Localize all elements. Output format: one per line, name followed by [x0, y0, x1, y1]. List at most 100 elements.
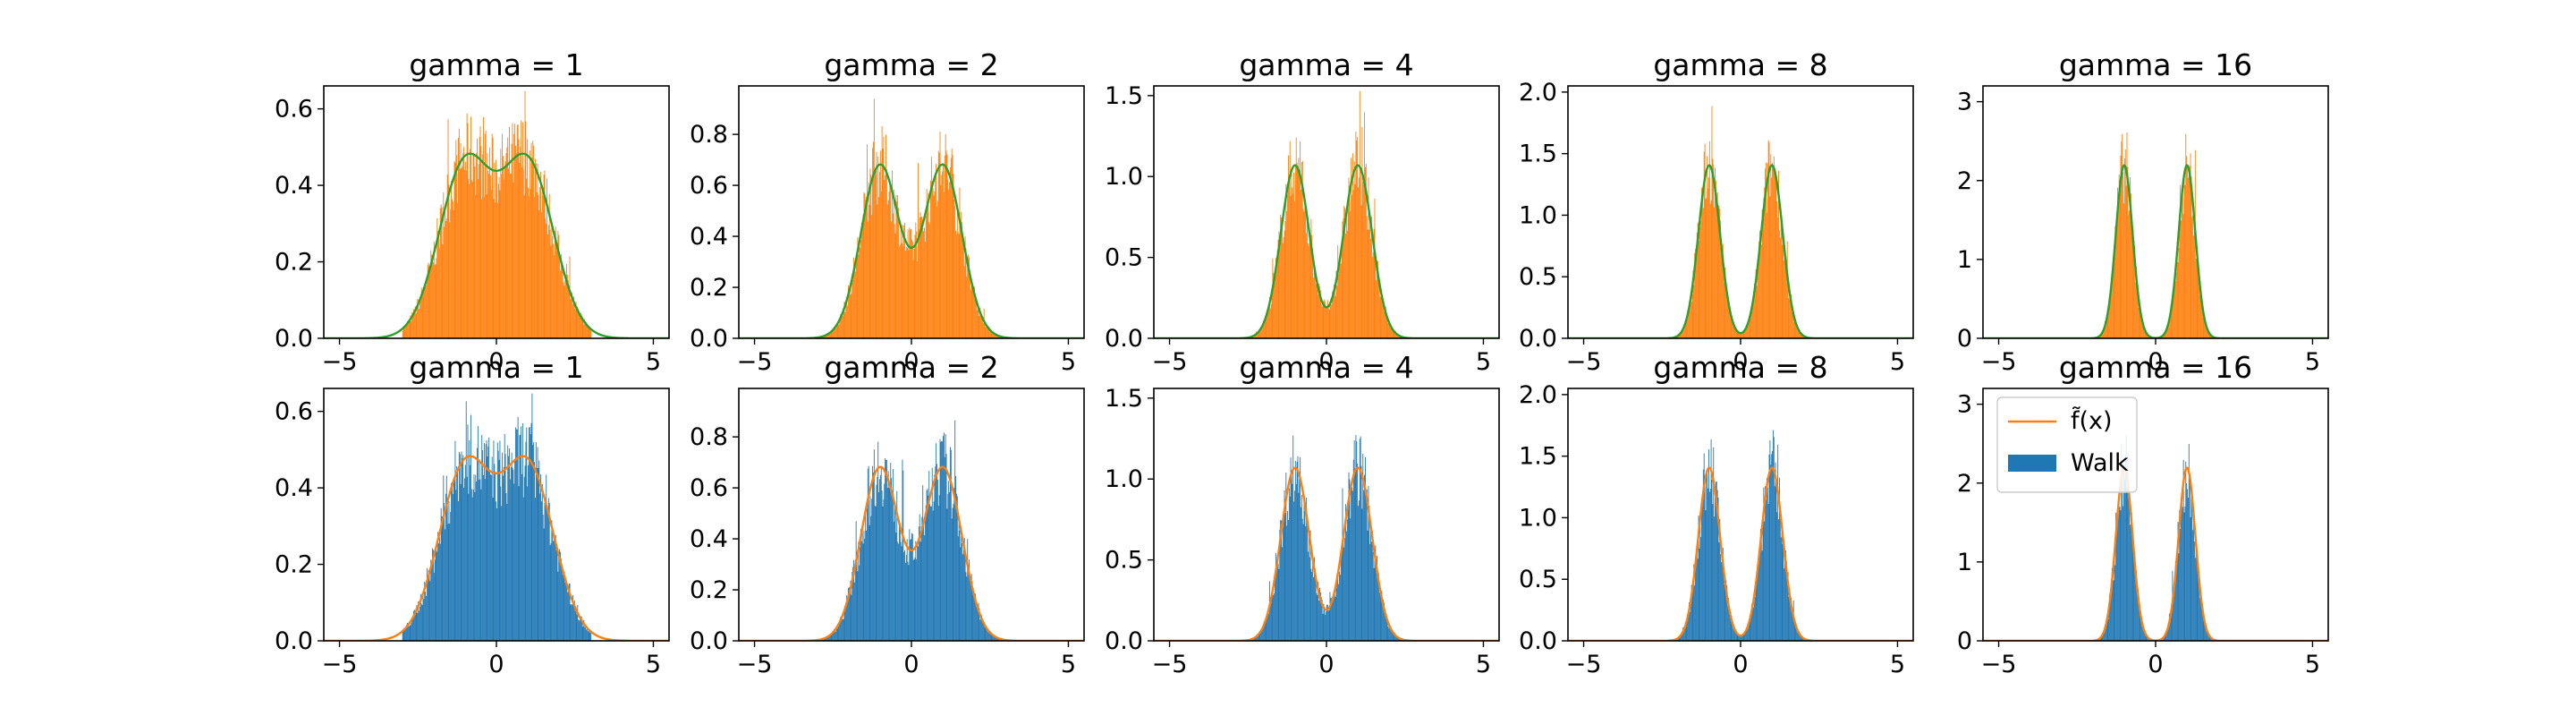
histogram-bar — [2199, 598, 2201, 641]
histogram-bar — [1398, 638, 1400, 641]
histogram-bar — [873, 98, 875, 338]
histogram-bar — [1791, 294, 1792, 338]
histogram-bar — [1385, 306, 1386, 338]
histogram-bar — [1729, 306, 1731, 338]
histogram-bar — [497, 450, 499, 641]
histogram-bar — [981, 314, 982, 338]
histogram-bar — [415, 313, 417, 338]
histogram-bar — [2174, 281, 2176, 338]
histogram-bar — [887, 471, 889, 641]
x-tick-label: 0 — [2148, 348, 2163, 376]
histogram-bar — [580, 312, 581, 338]
histogram-bar — [2168, 624, 2169, 641]
histogram-bar — [1382, 294, 1384, 338]
histogram-bar — [1330, 598, 1332, 641]
histogram-bar — [445, 220, 446, 338]
histogram-bar — [1340, 550, 1342, 641]
histogram-bar — [867, 221, 869, 338]
y-tick-label: 0.6 — [690, 172, 728, 200]
histogram-bar — [1764, 187, 1766, 338]
histogram-bar — [954, 420, 956, 641]
histogram-bar — [577, 306, 579, 338]
y-tick-label: 0.4 — [690, 223, 728, 251]
histogram-bar — [1354, 468, 1356, 641]
histogram-bar — [436, 551, 438, 641]
histogram-bar — [849, 591, 851, 641]
histogram-bar — [1397, 637, 1399, 641]
histogram-bar — [1739, 332, 1741, 338]
histogram-bar — [2132, 229, 2134, 338]
histogram-bar — [1742, 332, 1744, 338]
histogram-bar — [2129, 210, 2131, 338]
histogram-bar — [1757, 572, 1758, 641]
x-tick-label: 5 — [1890, 651, 1905, 678]
histogram-bar — [967, 256, 969, 338]
histogram-bar — [2117, 508, 2118, 641]
histogram-bar — [587, 631, 589, 641]
histogram-bar — [1353, 161, 1355, 338]
histogram-bar — [861, 524, 863, 641]
y-tick-label: 1.5 — [1105, 82, 1143, 110]
histogram-bar — [1380, 292, 1382, 338]
histogram-bar — [1270, 603, 1272, 641]
histogram-bar — [1262, 626, 1264, 641]
histogram-bar — [1364, 456, 1366, 641]
histogram-bar — [987, 327, 988, 338]
histogram-bar — [1372, 551, 1374, 641]
histogram-bar — [414, 613, 416, 641]
histogram-bar — [990, 330, 992, 338]
y-tick-label: 0.5 — [1519, 566, 1557, 593]
histogram-bar — [539, 493, 541, 641]
histogram-bar — [1339, 575, 1341, 641]
histogram-bar — [541, 501, 542, 641]
histogram-bar — [904, 550, 905, 641]
histogram-bar — [1313, 277, 1314, 338]
histogram-bar — [1360, 465, 1362, 641]
histogram-bar — [2120, 510, 2122, 641]
histogram-bar — [945, 133, 946, 338]
histogram-bar — [1708, 491, 1710, 641]
y-tick-label: 0.0 — [1519, 627, 1557, 655]
histogram-bar — [449, 523, 451, 641]
x-tick-label: 0 — [2148, 651, 2163, 678]
histogram-bar — [2118, 175, 2120, 338]
histogram-bar — [975, 606, 977, 641]
histogram-bar — [1791, 597, 1792, 641]
histogram-bar — [2147, 334, 2148, 338]
histogram-bar — [459, 454, 461, 641]
histogram-bar — [2134, 245, 2136, 338]
histogram-bar — [470, 179, 472, 338]
histogram-bar — [574, 610, 576, 641]
histogram-bar — [1258, 331, 1259, 338]
histogram-bar — [2128, 215, 2130, 338]
histogram-bar — [513, 483, 515, 641]
histogram-bar — [1349, 185, 1351, 338]
histogram-bar — [1356, 141, 1358, 338]
histogram-bar — [413, 313, 415, 338]
histogram-bar — [935, 466, 936, 641]
histogram-bar — [931, 181, 933, 338]
histogram-bar — [2109, 303, 2111, 338]
histogram-bar — [1309, 239, 1310, 338]
histogram-bar — [470, 414, 471, 641]
histogram-bar — [1390, 626, 1391, 641]
histogram-bar — [1385, 615, 1386, 641]
histogram-bar — [1724, 267, 1726, 338]
histogram-bar — [1795, 627, 1797, 641]
histogram-bar — [1275, 258, 1276, 338]
histogram-bar — [931, 467, 933, 641]
histogram-bar — [1703, 151, 1705, 338]
histogram-bar — [2169, 311, 2171, 338]
histogram-bar — [450, 511, 452, 641]
histogram-bar — [836, 628, 838, 641]
histogram-bar — [994, 636, 996, 641]
histogram-bar — [2207, 328, 2208, 338]
histogram-bar — [918, 546, 919, 641]
histogram-bar — [2106, 319, 2107, 338]
histogram-bar — [990, 632, 992, 641]
histogram-bar — [964, 235, 966, 338]
panel-title: gamma = 2 — [824, 350, 998, 385]
histogram-bar — [1288, 175, 1290, 338]
histogram-bar — [865, 200, 867, 338]
